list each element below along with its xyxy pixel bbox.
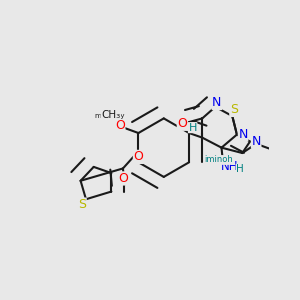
Text: iminoh: iminoh [204,155,233,164]
Text: O: O [134,150,143,164]
Text: O: O [115,119,125,132]
Text: N: N [238,128,248,141]
Text: O: O [177,117,187,130]
Text: S: S [78,198,86,211]
Text: N: N [212,97,222,110]
Text: H: H [236,164,244,174]
Text: methoxy: methoxy [94,113,124,119]
Text: S: S [230,103,238,116]
Text: NH: NH [220,160,238,172]
Text: CH₃: CH₃ [101,110,120,119]
Text: N: N [251,135,261,148]
Text: O: O [118,172,128,185]
Text: H: H [188,123,197,133]
